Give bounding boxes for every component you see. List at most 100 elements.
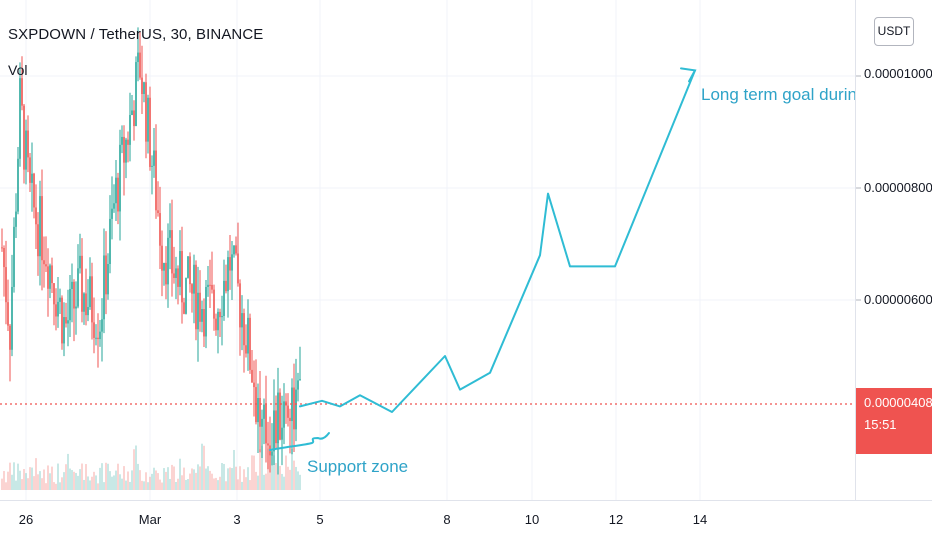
candle-body — [225, 280, 227, 292]
candle-body — [119, 144, 121, 212]
candle-body — [281, 427, 283, 440]
candle-body — [239, 283, 241, 328]
candle-body — [247, 317, 249, 354]
volume-bar — [289, 469, 291, 490]
volume-bar — [99, 467, 101, 490]
volume-bar — [81, 463, 83, 490]
volume-bar — [85, 464, 87, 490]
volume-bar — [97, 483, 99, 490]
x-tick-label: 5 — [316, 512, 324, 527]
candle-body — [191, 284, 193, 294]
candle-body — [27, 130, 29, 158]
volume-bar — [67, 453, 69, 490]
volume-bar — [135, 445, 137, 490]
candle-body — [149, 97, 151, 167]
candle-body — [21, 78, 23, 106]
candle-body — [241, 313, 243, 328]
long-term-goal-note[interactable]: Long term goal during bea — [701, 85, 855, 104]
volume-bar — [291, 449, 293, 490]
volume-bar — [125, 480, 127, 490]
volume-bar — [207, 466, 209, 490]
candle-body — [51, 265, 53, 284]
candle-body — [293, 387, 295, 430]
candle-body — [265, 404, 267, 444]
candle-body — [211, 284, 213, 290]
volume-bar — [43, 469, 45, 490]
candle-body — [237, 253, 239, 284]
candle-body — [9, 325, 11, 350]
candle-body — [177, 268, 179, 287]
candle-body — [257, 397, 259, 423]
candle-body — [15, 211, 17, 227]
volume-bar — [163, 468, 165, 490]
x-tick-label: 8 — [443, 512, 451, 527]
volume-bar — [139, 470, 141, 490]
drawings[interactable] — [269, 67, 697, 451]
volume-bar — [71, 470, 73, 490]
candle-body — [101, 319, 103, 332]
volume-bar — [5, 482, 7, 490]
candle-body — [91, 276, 93, 323]
candle-body — [69, 288, 71, 321]
candle-body — [77, 268, 79, 307]
volume-bar — [285, 455, 287, 490]
volume-bar — [79, 469, 81, 490]
candle-body — [295, 389, 297, 430]
volume-bar — [9, 462, 11, 490]
volume-bar — [259, 449, 261, 490]
currency-button[interactable]: USDT — [874, 17, 914, 46]
volume-bar — [115, 470, 117, 490]
volume-bar — [153, 467, 155, 490]
volume-bar — [119, 474, 121, 490]
volume-bar — [19, 470, 21, 490]
volume-bar — [175, 481, 177, 490]
candle-body — [271, 451, 273, 456]
candle-body — [35, 207, 37, 225]
candle-body — [1, 247, 3, 249]
candle-body — [251, 369, 253, 383]
candle-body — [73, 281, 75, 309]
candle-body — [105, 255, 107, 295]
volume-bar — [145, 472, 147, 490]
support-zone-squiggle — [269, 432, 330, 451]
volume-bar — [235, 466, 237, 490]
volume-bar — [117, 463, 119, 490]
volume-bar — [13, 462, 15, 490]
candle-body — [85, 293, 87, 316]
volume-bar — [295, 466, 297, 490]
candle-body — [245, 345, 247, 354]
candle-body — [283, 401, 285, 428]
volume-bar — [47, 465, 49, 490]
volume-bar — [229, 467, 231, 490]
volume-bar — [61, 477, 63, 490]
volume-bar — [211, 473, 213, 490]
support-zone-note[interactable]: Support zone — [307, 457, 409, 476]
volume-bar — [141, 480, 143, 490]
volume-bar — [15, 480, 17, 490]
volume-bar — [59, 482, 61, 490]
volume-bar — [173, 466, 175, 490]
volume-bar — [209, 470, 211, 490]
candle-body — [261, 418, 263, 427]
volume-bar — [179, 458, 181, 490]
volume-bar — [199, 466, 201, 490]
last-price-value: 0.00000408 — [864, 395, 932, 410]
candle-body — [201, 309, 203, 322]
volume-bar — [187, 479, 189, 490]
volume-bar — [189, 473, 191, 490]
candle-body — [229, 257, 231, 271]
candle-body — [47, 266, 49, 289]
volume-bar — [39, 471, 41, 490]
volume-bar — [65, 464, 67, 490]
candle-body — [171, 230, 173, 274]
candle-body — [81, 255, 83, 312]
candle-body — [29, 157, 31, 183]
volume-bar — [167, 467, 169, 490]
candle-body — [181, 251, 183, 303]
candle-body — [167, 237, 169, 285]
volume-bar — [3, 471, 5, 490]
volume-bar — [143, 481, 145, 490]
candle-body — [121, 136, 123, 145]
candle-body — [151, 165, 153, 167]
